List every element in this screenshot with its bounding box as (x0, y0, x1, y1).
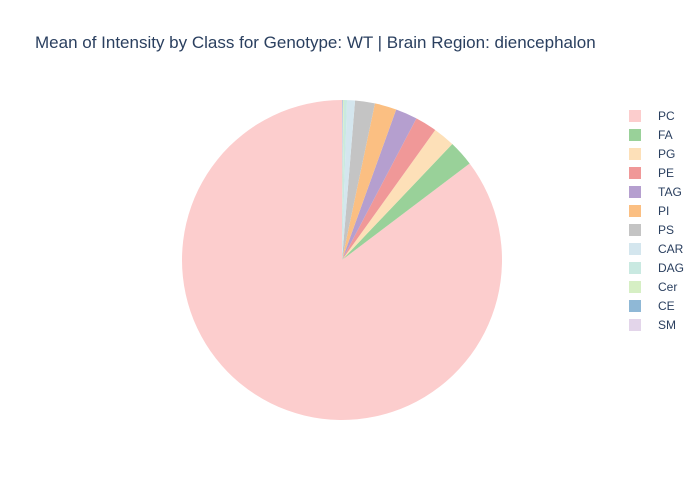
pie-slice-fa[interactable] (342, 144, 470, 260)
legend-swatch (629, 261, 641, 274)
legend-item-pe[interactable]: PE (626, 163, 684, 182)
legend: PC FA PG PE TAG PI PS CAR DAG Cer CE SM (626, 106, 684, 334)
legend-label: PE (658, 165, 675, 180)
legend-swatch (629, 223, 641, 236)
chart-title: Mean of Intensity by Class for Genotype:… (35, 33, 596, 52)
legend-swatch (629, 166, 641, 179)
pie-slices (181, 100, 502, 420)
legend-swatch (629, 242, 641, 255)
legend-item-cer[interactable]: Cer (626, 277, 684, 296)
legend-item-pi[interactable]: PI (626, 201, 684, 220)
pie-slice-tag[interactable] (342, 109, 417, 260)
legend-item-ce[interactable]: CE (626, 296, 684, 315)
legend-swatch (629, 299, 641, 312)
pie-slice-pe[interactable] (342, 118, 436, 260)
legend-label: PG (658, 146, 676, 161)
pie-slice-pi[interactable] (342, 103, 397, 260)
legend-swatch (629, 280, 641, 293)
legend-label: CAR (658, 241, 684, 256)
legend-label: PC (658, 108, 675, 123)
legend-label: FA (658, 127, 673, 142)
pie-slice-ps[interactable] (342, 100, 375, 261)
legend-swatch (629, 109, 641, 122)
legend-item-dag[interactable]: DAG (626, 258, 684, 277)
legend-swatch (629, 128, 641, 141)
legend-item-ps[interactable]: PS (626, 220, 684, 239)
pie-slice-car[interactable] (342, 100, 356, 260)
pie-slice-pg[interactable] (342, 129, 453, 260)
legend-label: Cer (658, 279, 678, 294)
legend-item-sm[interactable]: SM (626, 315, 684, 334)
legend-item-tag[interactable]: TAG (626, 182, 684, 201)
legend-label: TAG (658, 184, 682, 199)
legend-swatch (629, 185, 641, 198)
legend-item-pg[interactable]: PG (626, 144, 684, 163)
legend-swatch (629, 147, 641, 160)
legend-item-car[interactable]: CAR (626, 239, 684, 258)
legend-label: CE (658, 298, 675, 313)
pie-slice-cer[interactable] (342, 100, 345, 260)
legend-label: PS (658, 222, 675, 237)
legend-swatch (629, 318, 641, 331)
pie-slice-sm[interactable] (342, 100, 343, 260)
legend-label: PI (658, 203, 670, 218)
pie-slice-ce[interactable] (342, 100, 344, 260)
legend-swatch (629, 204, 641, 217)
legend-label: DAG (658, 260, 685, 275)
pie-slice-pc[interactable] (181, 100, 502, 420)
legend-label: SM (658, 317, 676, 332)
legend-item-pc[interactable]: PC (626, 106, 684, 125)
legend-item-fa[interactable]: FA (626, 125, 684, 144)
pie-slice-dag[interactable] (342, 100, 348, 260)
